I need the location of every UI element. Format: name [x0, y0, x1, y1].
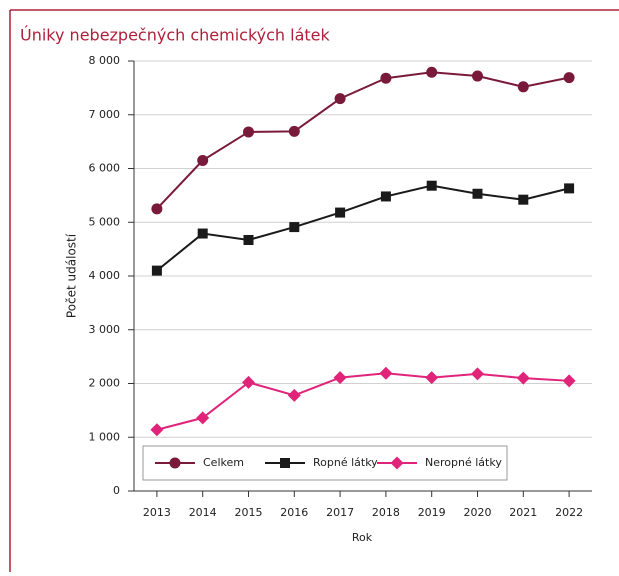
marker [197, 154, 209, 166]
series-line [156, 184, 570, 272]
y-tick-label: 4 000 [89, 269, 121, 282]
y-tick-label: 1 000 [89, 430, 121, 443]
marker [380, 72, 392, 84]
marker [196, 411, 210, 425]
marker [426, 66, 438, 78]
marker [197, 228, 208, 239]
marker [289, 222, 300, 233]
marker [243, 126, 254, 138]
marker [426, 180, 437, 191]
x-tick-label: 2013 [143, 506, 171, 519]
marker [243, 234, 254, 245]
marker [333, 371, 347, 385]
x-tick-label: 2014 [189, 506, 217, 519]
marker [516, 371, 530, 385]
x-axis-label: Rok [352, 531, 373, 544]
marker [334, 93, 346, 105]
legend-label: Ropné látky [313, 456, 378, 469]
marker [517, 81, 529, 93]
y-tick-label: 0 [113, 484, 120, 497]
marker [151, 203, 163, 215]
marker [287, 388, 301, 402]
marker [472, 188, 483, 199]
marker [280, 458, 290, 468]
marker [390, 456, 404, 470]
marker [169, 457, 181, 469]
marker [471, 367, 484, 381]
series-line [156, 372, 570, 431]
x-tick-label: 2021 [509, 506, 537, 519]
y-tick-label: 2 000 [89, 377, 121, 390]
marker [472, 70, 483, 82]
marker [562, 374, 576, 388]
legend-label: Celkem [203, 456, 244, 469]
marker [563, 72, 575, 84]
marker [518, 194, 529, 205]
marker [150, 423, 164, 437]
x-tick-label: 2019 [418, 506, 446, 519]
marker [425, 371, 439, 385]
marker [380, 191, 391, 202]
marker [151, 265, 162, 276]
y-tick-label: 3 000 [89, 323, 121, 336]
y-axis-label: Počet událostí [65, 233, 79, 318]
x-tick-label: 2018 [372, 506, 400, 519]
y-tick-label: 5 000 [89, 215, 121, 228]
x-tick-label: 2022 [555, 506, 583, 519]
legend-label: Neropné látky [425, 456, 502, 469]
marker [379, 366, 393, 380]
y-tick-label: 7 000 [89, 108, 121, 121]
y-tick-label: 8 000 [89, 54, 121, 67]
marker [288, 125, 300, 137]
legend-box [142, 445, 508, 481]
series-line [156, 71, 570, 210]
y-tick-label: 6 000 [89, 162, 121, 175]
x-tick-label: 2015 [235, 506, 263, 519]
marker [242, 375, 255, 389]
marker [335, 207, 346, 218]
marker [564, 183, 575, 194]
x-tick-label: 2016 [280, 506, 308, 519]
chart-title: Úniky nebezpečných chemických látek [20, 26, 331, 45]
x-tick-label: 2017 [326, 506, 354, 519]
x-tick-label: 2020 [464, 506, 492, 519]
